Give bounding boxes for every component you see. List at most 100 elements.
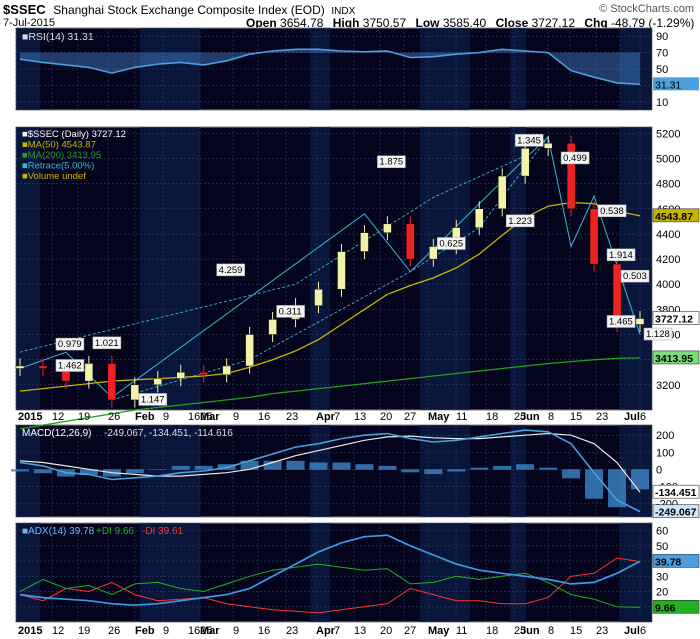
x-axis-label: 15 bbox=[570, 625, 582, 637]
x-axis-label: 26 bbox=[108, 411, 120, 423]
x-axis-label: 2015 bbox=[18, 625, 42, 637]
adx-tick-label: 60 bbox=[656, 526, 668, 538]
x-axis-label: 6 bbox=[640, 411, 646, 423]
macd-histogram-bar bbox=[608, 469, 627, 508]
macd-tick-label: 200 bbox=[656, 430, 674, 442]
x-axis-label: 1625 bbox=[188, 625, 212, 637]
adx-period-shade bbox=[16, 523, 40, 622]
x-axis-label: Apr bbox=[316, 625, 336, 637]
candle-body bbox=[314, 289, 323, 306]
x-axis-label: Jul bbox=[624, 625, 640, 637]
macd-histogram-bar bbox=[309, 462, 328, 470]
rsi-tick-label: 50 bbox=[656, 64, 668, 76]
adx-flag-pdi-bg bbox=[652, 599, 700, 614]
chart-title: Shanghai Stock Exchange Composite Index … bbox=[53, 3, 325, 17]
macd-histogram-bar bbox=[585, 469, 604, 499]
retrace-label: 0.499 bbox=[563, 153, 587, 164]
price-tick-label: 5000 bbox=[656, 153, 680, 165]
retrace-label: 1.914 bbox=[609, 250, 633, 261]
adx-minus-di-line bbox=[19, 557, 641, 614]
open-label: Open bbox=[246, 16, 277, 30]
x-axis-label: 7 bbox=[334, 625, 340, 637]
x-axis-label: 20 bbox=[380, 411, 392, 423]
retrace-label: 1.223 bbox=[508, 216, 532, 227]
exchange-code: INDX bbox=[331, 6, 356, 17]
price-tick-label: 4200 bbox=[656, 254, 680, 266]
candle-body bbox=[38, 365, 48, 369]
symbol: $SSEC bbox=[3, 2, 46, 17]
adx-tick-label: 30 bbox=[656, 571, 668, 583]
x-axis-label: May bbox=[428, 411, 450, 423]
chg-value: -48.79 (-1.29%) bbox=[611, 16, 695, 30]
macd-histogram-bar bbox=[194, 465, 213, 470]
close-label: Close bbox=[495, 16, 529, 30]
macd-tick-label: 0 bbox=[656, 464, 662, 476]
open-value: 3654.78 bbox=[280, 16, 324, 30]
x-axis-label: 27 bbox=[404, 411, 416, 423]
adx-flag-pdi: 9.66 bbox=[655, 602, 676, 614]
price-tick-label: 4800 bbox=[656, 179, 680, 191]
x-axis-label: 27 bbox=[404, 625, 416, 637]
macd-histogram-bar bbox=[447, 469, 466, 472]
price-flag-ma50-bg bbox=[652, 208, 700, 223]
price-legend-item: ■$SSEC (Daily) 3727.12 bbox=[22, 129, 126, 140]
macd-histogram-bar bbox=[539, 467, 558, 470]
x-axis-label: 7 bbox=[334, 411, 340, 423]
price-flag-ma200: 3413.95 bbox=[655, 353, 693, 365]
x-axis-label: 15 bbox=[570, 411, 582, 423]
candle-body bbox=[475, 208, 484, 228]
rsi-tick-label: 70 bbox=[656, 48, 668, 60]
chart-title-line: $SSEC Shanghai Stock Exchange Composite … bbox=[3, 2, 355, 17]
x-axis-label: Apr bbox=[316, 411, 336, 423]
retrace-label-bg bbox=[92, 336, 122, 350]
x-axis-label: 13 bbox=[354, 625, 366, 637]
retrace-label-bg bbox=[216, 263, 245, 277]
price-tick-label: 5200 bbox=[656, 128, 680, 140]
retrace-label: 1.021 bbox=[95, 338, 119, 349]
retrace-label-bg bbox=[55, 337, 85, 351]
price-legend-item: ■MA(50) 4543.87 bbox=[22, 140, 96, 151]
candle-body bbox=[199, 372, 208, 375]
price-tick-label: 3200 bbox=[656, 380, 680, 392]
rsi-period-shade bbox=[140, 28, 200, 110]
retrace-label-bg bbox=[606, 315, 636, 328]
adx-flag-adx-bg bbox=[652, 554, 700, 568]
retrace-label-bg bbox=[138, 393, 168, 406]
macd-histogram-bar bbox=[79, 469, 98, 475]
x-axis-label: 12 bbox=[52, 411, 64, 423]
rsi-tick-label: 10 bbox=[656, 97, 668, 109]
x-axis-label: 19 bbox=[78, 625, 90, 637]
candle-body bbox=[566, 143, 576, 209]
macd-histogram-bar bbox=[263, 460, 282, 470]
macd-signal-line bbox=[19, 432, 641, 493]
adx-line bbox=[19, 534, 641, 607]
adx-tick-label: 50 bbox=[656, 541, 668, 553]
adx-tick-label: 20 bbox=[656, 587, 668, 599]
x-axis-label: Jun bbox=[520, 411, 540, 423]
macd-histogram-bar bbox=[424, 469, 443, 475]
retrace-label: 1.462 bbox=[58, 360, 82, 371]
x-axis-label: 18 bbox=[486, 411, 498, 423]
candle-body bbox=[130, 384, 140, 401]
macd-flag-line-bg bbox=[652, 504, 700, 519]
rsi-line bbox=[19, 48, 641, 86]
adx-period-shade bbox=[140, 523, 200, 622]
x-axis-label: 26 bbox=[108, 625, 120, 637]
candle-body bbox=[268, 319, 277, 335]
adx-panel-bg bbox=[15, 522, 653, 623]
macd-histogram-bar bbox=[562, 469, 581, 479]
x-axis-label: 9 bbox=[163, 625, 169, 637]
macd-histogram-bar bbox=[355, 464, 374, 470]
x-axis-label: 2015 bbox=[18, 411, 42, 423]
macd-legend-values: -249.067, -134.451, -114.616 bbox=[104, 428, 233, 439]
retrace-label-bg bbox=[606, 248, 636, 262]
x-axis-label: May bbox=[428, 625, 450, 637]
x-axis-label: 1625 bbox=[188, 411, 212, 423]
x-axis-label: 23 bbox=[286, 411, 298, 423]
x-axis-label: 18 bbox=[486, 625, 498, 637]
retrace-label-bg bbox=[505, 214, 535, 228]
macd-histogram-bar bbox=[11, 469, 29, 472]
macd-histogram-bar bbox=[171, 465, 190, 470]
adx-flag-adx: 39.78 bbox=[655, 556, 681, 568]
